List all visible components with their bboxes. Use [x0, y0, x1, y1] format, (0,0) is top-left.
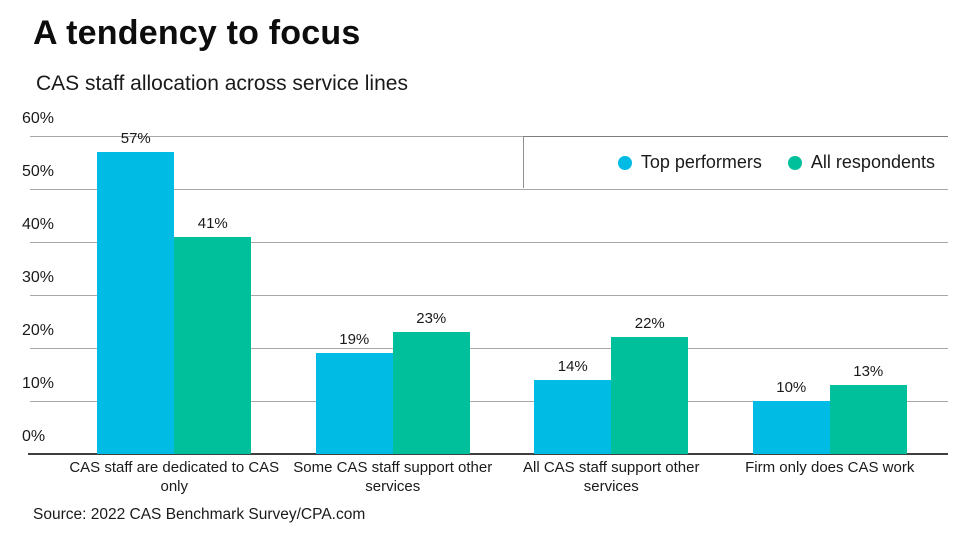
y-tick-label: 30% — [22, 269, 55, 286]
y-tick-label: 60% — [22, 110, 55, 127]
category-label: All CAS staff support other services — [523, 459, 700, 495]
legend-label: All respondents — [810, 152, 935, 172]
gridline — [30, 294, 948, 296]
chart-subtitle: CAS staff allocation across service line… — [36, 72, 408, 95]
bar-all-respondents-group-2 — [392, 332, 470, 454]
bar-value-label: 19% — [339, 331, 370, 349]
y-tick-label: 10% — [22, 375, 55, 392]
bar-value-label: 23% — [416, 310, 447, 328]
page-title: A tendency to focus — [33, 14, 361, 52]
x-axis-baseline — [28, 453, 948, 455]
y-tick-label: 20% — [22, 322, 55, 339]
gridline — [30, 241, 948, 243]
bar-all-respondents-group-4 — [829, 385, 907, 454]
bar-value-label: 14% — [557, 357, 588, 375]
category-label: Some CAS staff support other services — [293, 459, 493, 495]
legend-label: Top performers — [640, 152, 762, 172]
y-tick-label: 40% — [22, 216, 55, 233]
source-note: Source: 2022 CAS Benchmark Survey/CPA.co… — [33, 506, 366, 523]
gridline — [30, 400, 948, 402]
bar-all-respondents-group-1 — [174, 236, 252, 454]
gridline — [30, 188, 948, 190]
legend-swatch-icon — [617, 155, 632, 170]
gridline — [30, 135, 948, 137]
bar-top-performers-group-4 — [752, 401, 830, 454]
bar-top-performers-group-3 — [534, 379, 612, 454]
legend-swatch-icon — [787, 155, 802, 170]
x-axis-category-labels: CAS staff are dedicated to CAS only Some … — [30, 459, 948, 501]
bar-value-label: 13% — [853, 363, 884, 381]
category-label: CAS staff are dedicated to CAS only — [69, 459, 280, 495]
bar-value-label: 10% — [776, 379, 807, 396]
chart-legend: Top performers All respondents — [523, 136, 948, 188]
bar-chart-plot-area: 57% 41% 19% 23% 14% 22% 10% 13% — [28, 130, 948, 455]
bar-all-respondents-group-3 — [611, 337, 689, 454]
y-tick-label: 50% — [22, 163, 55, 180]
bar-value-label: 57% — [120, 129, 151, 147]
bar-value-label: 41% — [197, 214, 228, 232]
bar-value-label: 22% — [634, 315, 665, 333]
gridline — [30, 347, 948, 349]
legend-item-top-performers: Top performers — [617, 152, 762, 173]
category-label: Firm only does CAS work — [745, 459, 915, 476]
bar-top-performers-group-1 — [97, 151, 175, 454]
y-tick-label: 0% — [22, 428, 46, 445]
legend-item-all-respondents: All respondents — [787, 152, 935, 173]
bar-top-performers-group-2 — [315, 353, 393, 454]
